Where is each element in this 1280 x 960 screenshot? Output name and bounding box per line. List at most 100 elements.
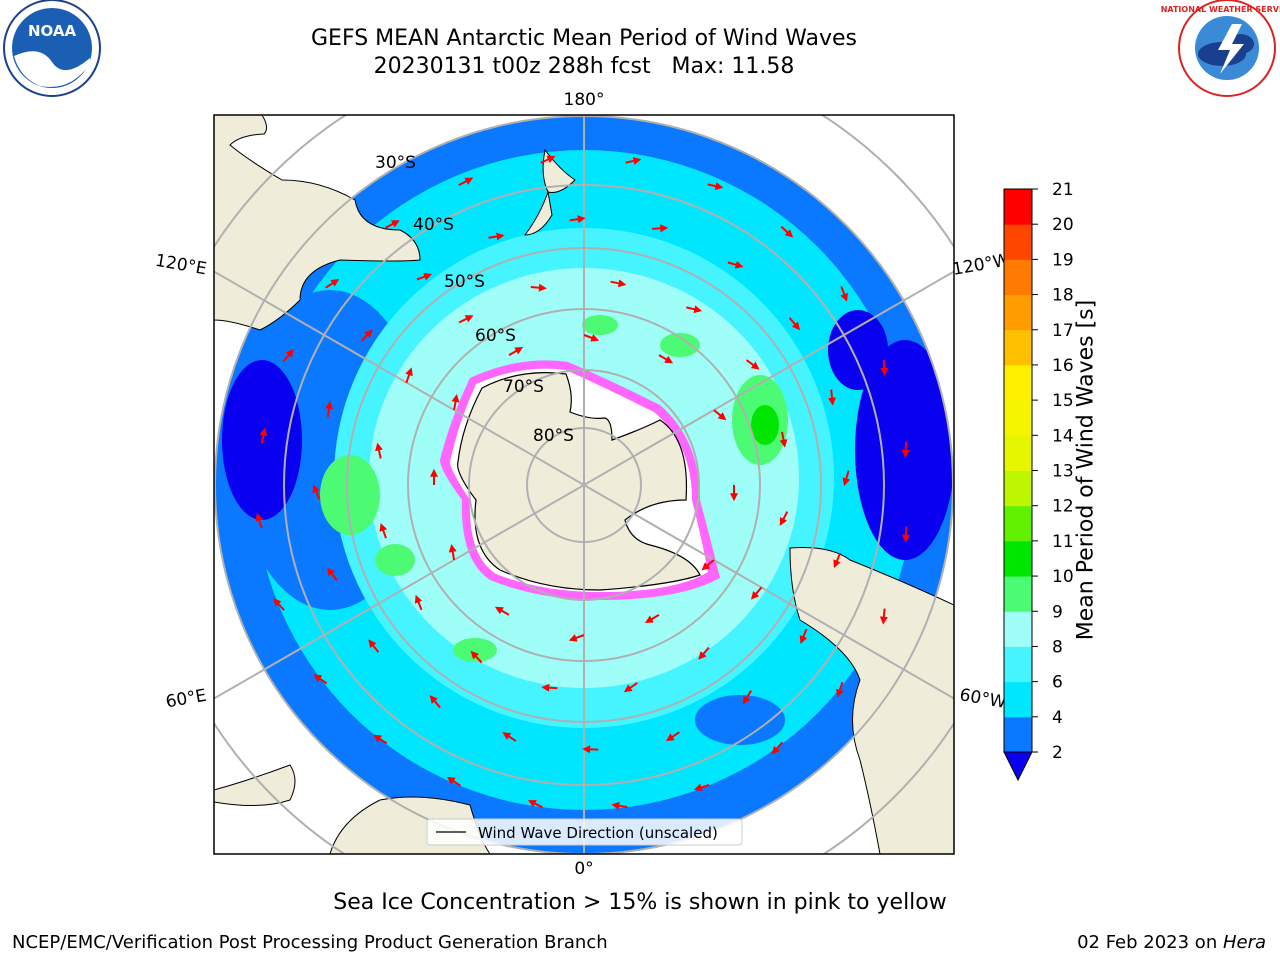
nws-logo: NATIONAL WEATHER SERVICE (1161, 0, 1280, 97)
wind-wave-arrow (771, 741, 784, 755)
colorbar-segment (1004, 294, 1032, 331)
wind-wave-arrow (779, 431, 788, 448)
wind-wave-arrow (842, 470, 851, 487)
wind-wave-arrow (828, 389, 836, 406)
colorbar-tick-label: 18 (1052, 286, 1074, 306)
wind-wave-arrow (255, 512, 264, 529)
lon-label-120w: 120°W (951, 250, 1012, 280)
colorbar-segment (1004, 364, 1032, 401)
map-legend: Wind Wave Direction (unscaled) (426, 818, 743, 846)
wind-wave-arrow (623, 682, 638, 693)
wind-wave-arrow (836, 681, 844, 698)
lat-label-50s: 50°S (444, 272, 485, 292)
wind-wave-arrow (375, 442, 383, 459)
wind-wave-arrow (658, 354, 674, 364)
wind-wave-arrow (451, 394, 460, 411)
lon-label-60e: 60°E (164, 686, 208, 713)
colorbar-tick-label: 16 (1052, 356, 1074, 376)
wind-wave-arrow (416, 272, 433, 281)
wind-wave-arrow (458, 315, 474, 324)
wind-wave-arrow (508, 347, 524, 356)
wind-wave-arrow (470, 650, 483, 664)
wind-wave-arrow (799, 628, 808, 644)
new-zealand-south (523, 190, 553, 236)
wind-wave-arrow (541, 683, 558, 692)
wind-wave-arrow (780, 225, 794, 238)
wind-wave-arrow (693, 783, 710, 792)
colorbar-label: Mean Period of Wind Waves [s] (1073, 299, 1099, 641)
wind-wave-arrow (779, 511, 789, 526)
colorbar-tick-label: 11 (1052, 532, 1074, 552)
colorbar-segment (1004, 400, 1032, 436)
wind-wave-arrow (568, 634, 585, 642)
colorbar: 2 4 6 8 9 10 11 12 13 14 15 16 17 18 19 20 21 (1003, 180, 1074, 782)
wind-wave-arrow (901, 441, 910, 458)
footer-host: Hera (1222, 932, 1266, 953)
wind-wave-arrow (788, 317, 801, 331)
wind-wave-arrow (259, 427, 268, 444)
colorbar-tick-label: 14 (1052, 426, 1074, 446)
wind-wave-arrow (583, 334, 600, 342)
wind-wave-arrow (502, 732, 517, 742)
wind-wave-arrow (727, 260, 744, 269)
wind-wave-arrow (488, 232, 505, 241)
wind-wave-arrow (644, 614, 660, 623)
wind-wave-arrow (751, 586, 763, 600)
map-frame (213, 114, 955, 855)
lat-label-80s: 80°S (533, 426, 574, 446)
colorbar-tick-label: 15 (1052, 391, 1074, 411)
wind-wave-arrow (405, 367, 413, 384)
colorbar-extend-arrow (1003, 751, 1033, 782)
lat-label-30s: 30°S (375, 153, 416, 173)
wind-wave-arrow (665, 731, 680, 742)
colorbar-segment (1004, 329, 1032, 366)
footer-credit: NCEP/EMC/Verification Post Processing Pr… (12, 932, 608, 953)
wind-wave-arrow (652, 224, 669, 233)
wind-wave-arrow (527, 800, 543, 809)
wind-wave-arrow (458, 177, 474, 186)
colorbar-segment (1004, 505, 1032, 542)
nws-logo-text: NATIONAL WEATHER SERVICE (1161, 5, 1280, 14)
wind-wave-arrow (742, 690, 752, 705)
wind-wave-arrow (429, 695, 441, 709)
colorbar-tick-label: 4 (1052, 708, 1063, 728)
wind-wave-arrow (698, 646, 710, 660)
wind-wave-arrow (325, 278, 340, 289)
colorbar-segment (1004, 716, 1032, 753)
wind-wave-arrow (610, 279, 627, 288)
wind-wave-arrow (282, 348, 294, 363)
wind-wave-arrow (448, 544, 457, 561)
chart-title: GEFS MEAN Antarctic Mean Period of Wind … (311, 26, 857, 51)
wind-wave-arrows (255, 155, 910, 810)
colorbar-segment (1004, 259, 1032, 296)
wind-wave-arrow (360, 329, 373, 342)
longitude-gridlines (214, 115, 954, 854)
wind-wave-arrow (373, 734, 388, 745)
australia-land (214, 115, 421, 331)
colorbar-tick-label: 8 (1052, 637, 1063, 657)
colorbar-segment (1004, 540, 1032, 577)
colorbar-tick-label: 2 (1052, 743, 1063, 763)
wind-wave-arrow (745, 359, 760, 370)
lat-label-40s: 40°S (413, 215, 454, 235)
chart-subtitle: 20230131 t00z 288h fcst Max: 11.58 (373, 54, 795, 79)
wind-wave-arrow (385, 220, 400, 229)
colorbar-tick-label: 13 (1052, 462, 1074, 482)
lon-label-180: 180° (564, 90, 605, 110)
wind-wave-arrow (313, 674, 328, 685)
colorbar-segment (1004, 435, 1032, 471)
wind-wave-arrow (880, 359, 889, 376)
wind-wave-arrow (368, 639, 380, 653)
lon-label-60w: 60°W (958, 685, 1008, 713)
wind-wave-arrow (713, 409, 727, 421)
colorbar-segment (1004, 470, 1032, 507)
lat-label-60s: 60°S (475, 326, 516, 346)
wind-wave-arrow (446, 776, 461, 787)
map-area: 30°S 40°S 50°S 60°S 70°S 80°S Wind Wave … (214, 115, 954, 854)
footer-date-text: 02 Feb 2023 on (1077, 932, 1223, 953)
wind-wave-arrow (414, 594, 423, 611)
wind-wave-arrow (379, 522, 388, 539)
colorbar-tick-label: 6 (1052, 673, 1063, 693)
madagascar-land (214, 764, 296, 807)
colorbar-segment (1004, 224, 1032, 260)
